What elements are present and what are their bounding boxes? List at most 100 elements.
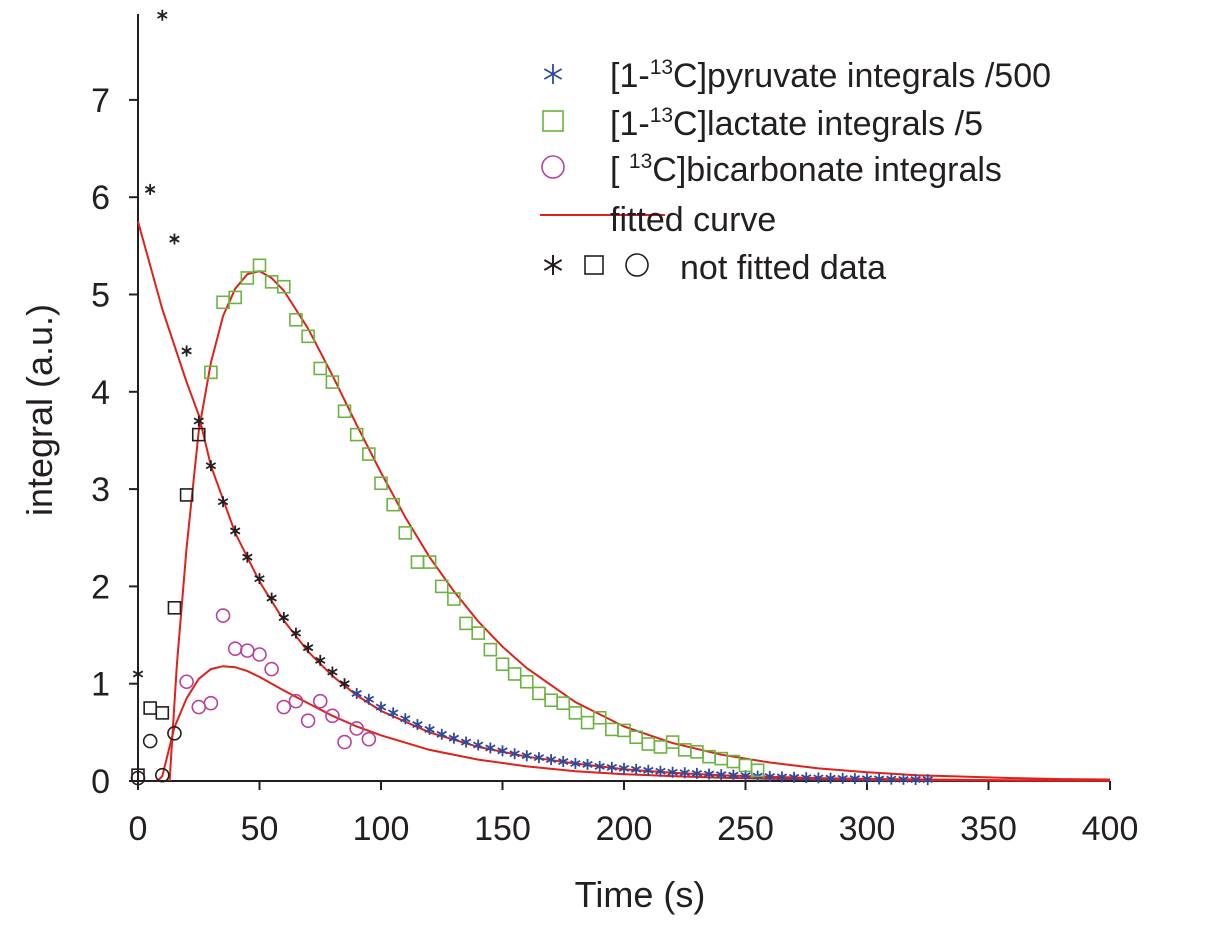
pyruvate-point [387, 707, 399, 719]
pyruvate-point [873, 773, 885, 785]
asterisk-stroke [436, 730, 447, 738]
lactate-point [592, 710, 607, 725]
asterisk-stroke [740, 772, 751, 780]
pyruvate_not_fitted-point [339, 678, 350, 690]
lactate-point [289, 312, 303, 327]
asterisk-stroke [558, 758, 569, 766]
pyruvate-point [570, 757, 581, 769]
legend-marker-not-fitted-circle [625, 253, 649, 277]
pyruvate-point [703, 768, 715, 780]
asterisk-stroke [764, 772, 776, 781]
pyruvate-point [460, 736, 472, 748]
pyruvate-point [910, 774, 921, 786]
bicarbonate-point [337, 734, 352, 750]
asterisk-stroke [922, 776, 933, 784]
y-tick-label: 0 [91, 763, 110, 801]
pyruvate-point [485, 742, 496, 754]
asterisk-stroke [655, 767, 666, 775]
asterisk-stroke [497, 747, 508, 755]
asterisk-stroke [630, 765, 642, 773]
pyruvate-point [691, 767, 703, 779]
asterisk-stroke [229, 527, 241, 535]
asterisk-stroke [169, 235, 180, 243]
bicarbonate-point [312, 693, 328, 709]
pyruvate-point [412, 719, 423, 731]
y-axis-title: integral (a.u.) [19, 304, 60, 516]
asterisk-stroke [387, 709, 399, 717]
pyruvate_not_fitted-point [278, 612, 290, 624]
x-tick-label: 150 [474, 810, 531, 848]
pyruvate-point [436, 728, 447, 740]
x-tick-label: 0 [129, 810, 148, 848]
pyruvate_not_fitted-point [205, 460, 217, 472]
asterisk-stroke [217, 498, 229, 506]
pyruvate_not_fitted-point [327, 666, 338, 678]
pyruvate-point [558, 756, 569, 768]
legend-label-text: not fitted data [680, 249, 886, 287]
asterisk-stroke [667, 768, 678, 776]
bicarbonate-point [191, 699, 207, 715]
lactate-point [556, 696, 571, 710]
fitted-curve-lactate_fit [168, 270, 1111, 782]
asterisk-stroke [460, 738, 472, 746]
y-tick-label: 1 [91, 666, 110, 704]
asterisk-stroke [254, 575, 265, 583]
pyruvate_not_fitted-point [254, 573, 265, 585]
legend-marker-not-fitted-asterisk [543, 255, 563, 275]
lactate-point [580, 715, 595, 730]
pyruvate-point [655, 765, 666, 777]
pyruvate-point [424, 723, 435, 735]
legend-marker-bicarbonate [541, 155, 565, 179]
x-tick-label: 250 [717, 810, 774, 848]
lactate-point [605, 722, 619, 737]
legend-marker-pyruvate [543, 64, 563, 84]
pyruvate-point [667, 766, 678, 778]
pyruvate-point [922, 774, 933, 786]
asterisk-stroke [776, 773, 788, 781]
y-tick-label: 3 [91, 471, 110, 509]
legend-label-superscript: 13 [629, 150, 652, 173]
pyruvate-point [521, 750, 533, 762]
asterisk-stroke [363, 695, 375, 703]
bicarbonate-point [203, 695, 219, 711]
lactate_not_fitted-point [179, 488, 194, 502]
pyruvate-point [776, 771, 788, 783]
pyruvate-point [448, 732, 460, 744]
pyruvate-point [375, 701, 387, 713]
pyruvate_not_fitted-point [132, 668, 144, 680]
legend-marker-not-fitted-square [584, 255, 604, 275]
x-tick-label: 350 [960, 810, 1017, 848]
pyruvate-point [788, 771, 800, 783]
y-tick-label: 2 [91, 568, 110, 606]
lactate-point [544, 693, 558, 708]
pyruvate-point [764, 771, 776, 783]
fitted-curve-bicarbonate_fit [156, 665, 1111, 782]
pyruvate-point [509, 748, 520, 760]
lactate-point [617, 723, 631, 738]
asterisk-stroke [849, 775, 861, 783]
bicarbonate-point [361, 731, 377, 747]
y-tick-label: 7 [91, 82, 110, 120]
asterisk-stroke [448, 734, 460, 742]
asterisk-stroke [315, 656, 326, 664]
lactate-point [325, 375, 340, 389]
lactate-point [629, 730, 643, 745]
bicarbonate-point [325, 708, 340, 724]
asterisk-stroke [302, 644, 314, 652]
lactate-point [750, 763, 765, 778]
pyruvate-point [825, 772, 836, 784]
pyruvate-point [606, 761, 618, 773]
pyruvate-point [363, 693, 375, 705]
lactate-point [422, 555, 437, 569]
asterisk-stroke [485, 744, 496, 752]
asterisk-stroke [278, 614, 290, 622]
asterisk-stroke [132, 670, 144, 678]
lactate-point [204, 365, 218, 380]
asterisk-stroke [375, 703, 387, 711]
pyruvate-point [594, 760, 605, 772]
lactate-point [568, 706, 583, 720]
asterisk-stroke [157, 11, 168, 19]
asterisk-stroke [290, 629, 302, 637]
bicarbonate-point [300, 713, 316, 728]
pyruvate_not_fitted-point [193, 415, 204, 427]
